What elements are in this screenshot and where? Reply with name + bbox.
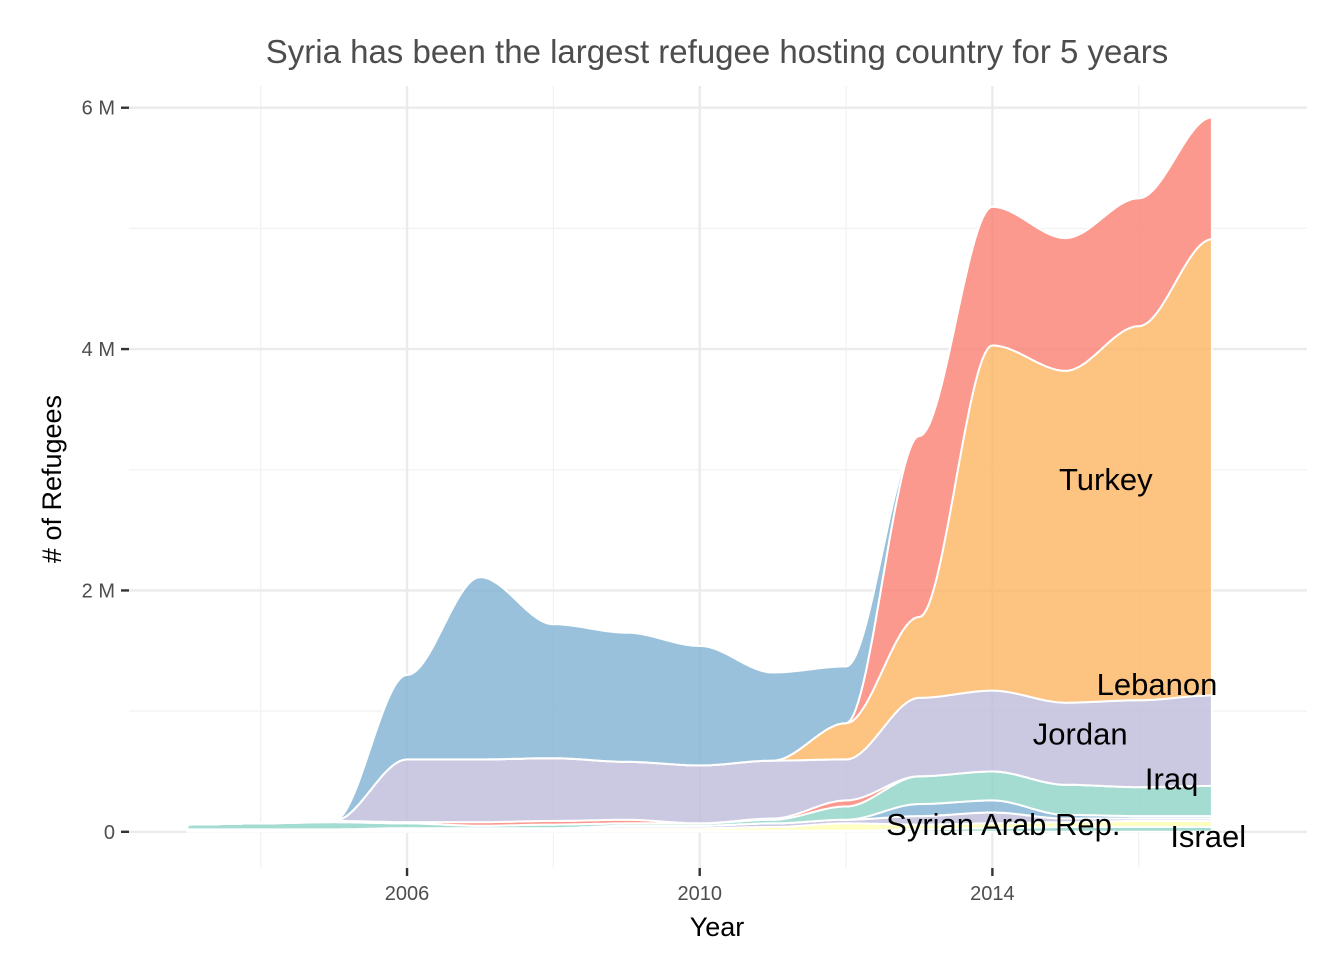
- y-axis-title: # of Refugees: [37, 395, 67, 563]
- series-label: Syrian Arab Rep.: [886, 807, 1120, 842]
- chart-title: Syria has been the largest refugee hosti…: [266, 33, 1169, 70]
- series-label: Jordan: [1033, 717, 1128, 752]
- stacked-areas: [186, 116, 1213, 833]
- x-tick-label: 2010: [677, 883, 722, 905]
- y-tick-label: 0: [104, 822, 115, 844]
- series-label: Iraq: [1145, 761, 1198, 796]
- series-label: Turkey: [1059, 462, 1153, 497]
- series-label: Lebanon: [1097, 667, 1218, 702]
- series-labels: Turkey Lebanon Jordan Iraq Syrian Arab Rep. I…: [886, 462, 1246, 854]
- x-tick-label: 2014: [970, 883, 1015, 905]
- x-axis-title: Year: [690, 912, 745, 942]
- y-tick-label: 6 M: [82, 98, 115, 120]
- series-label: Israel: [1170, 819, 1246, 854]
- x-tick-label: 2006: [385, 883, 430, 905]
- axis-ticks: 0 2 M 4 M 6 M 2006 2010 2014: [82, 98, 1015, 905]
- y-tick-label: 2 M: [82, 580, 115, 602]
- y-tick-label: 4 M: [82, 339, 115, 361]
- series-area: [187, 116, 1212, 826]
